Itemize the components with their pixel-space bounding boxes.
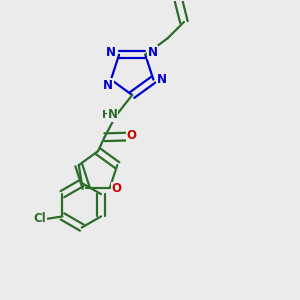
Text: O: O — [111, 182, 122, 195]
Text: N: N — [157, 73, 167, 86]
Text: N: N — [148, 46, 158, 59]
Text: Cl: Cl — [34, 212, 46, 225]
Text: H: H — [102, 110, 111, 120]
Text: O: O — [127, 129, 137, 142]
Text: N: N — [108, 108, 118, 121]
Text: N: N — [106, 46, 116, 59]
Text: N: N — [103, 79, 113, 92]
